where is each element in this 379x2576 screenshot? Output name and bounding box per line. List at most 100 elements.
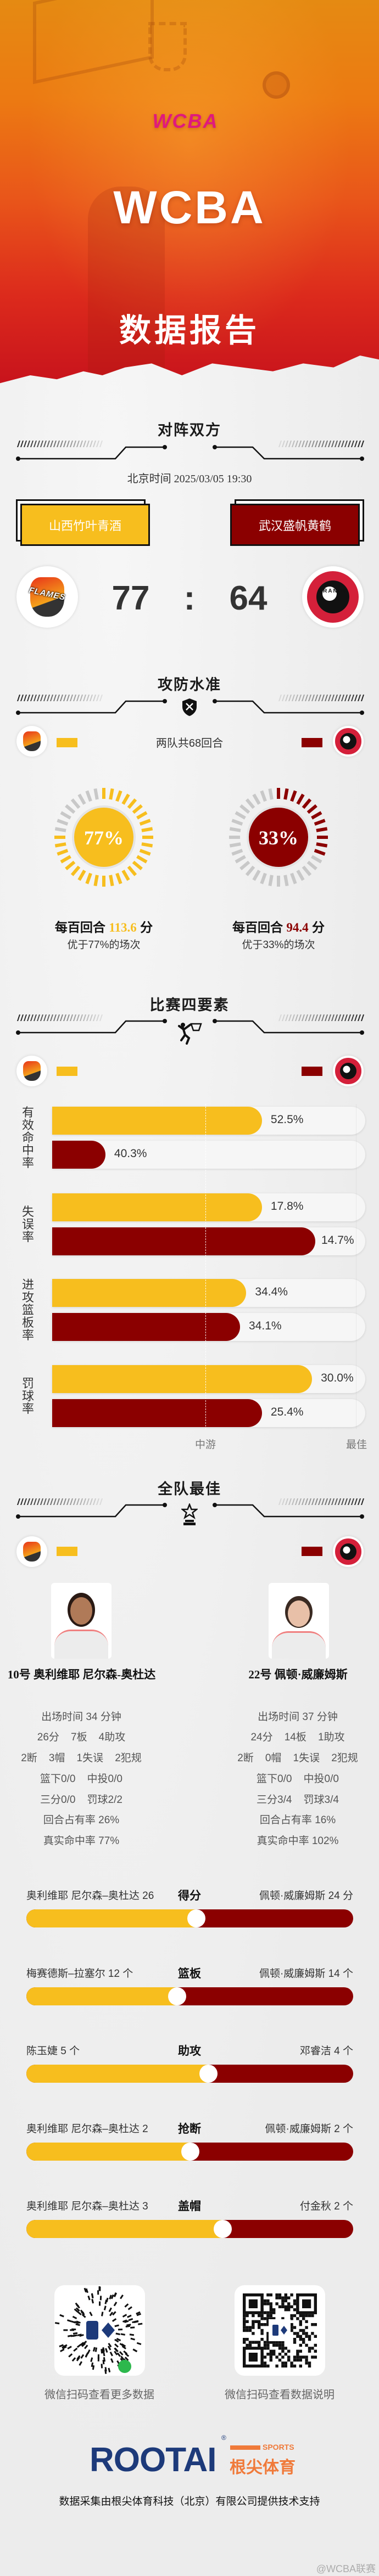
factor-bar-away [52, 1227, 315, 1255]
gauge-tick [290, 872, 297, 884]
home-rating-prefix: 每百回合 [54, 920, 105, 934]
gauge-tick [245, 798, 255, 809]
gauge-tick [231, 849, 243, 856]
home-player-stat: 回合占有率 26% [43, 1814, 120, 1826]
away-team-label: 武汉盛帆黄鹤 [230, 504, 360, 546]
qr-code-icon [243, 2293, 317, 2368]
away-rating-prefix: 每百回合 [232, 920, 283, 934]
gauge-tick [302, 798, 312, 809]
factor-track: 52.5% [52, 1107, 365, 1135]
registered-mark: ® [221, 2434, 226, 2442]
gauge-tick [132, 860, 143, 871]
leader-stat-label: 得分 [178, 1890, 201, 1902]
leader-away: 佩顿·威廉姆斯 2 个 [265, 2123, 353, 2135]
player-silhouette [88, 187, 165, 384]
gauge-tick [296, 870, 305, 881]
mid-reference-line [205, 1104, 207, 1429]
gauge-tick [109, 788, 114, 800]
factor-value-home: 52.5% [270, 1113, 304, 1126]
factor-track: 17.8% [52, 1193, 365, 1221]
away-legend-swatch [302, 738, 322, 747]
gauge-tick [109, 875, 114, 887]
factor-bar-home [52, 1365, 313, 1393]
leader-home-share [26, 1987, 177, 2005]
leader-away: 付金秋 2 个 [299, 2201, 353, 2212]
leader-away: 邓睿洁 4 个 [299, 2045, 353, 2057]
hoop-net-illustration [148, 22, 187, 71]
leader-home-share [26, 2065, 208, 2083]
ball-illustration [263, 71, 290, 99]
gauge-tick [290, 790, 297, 802]
away-legend-logo [333, 1056, 364, 1086]
possessions-text: 两队共68回合 [155, 737, 224, 749]
away-player-stat: 真实命中率 102% [257, 1835, 339, 1847]
section-divider [16, 695, 364, 715]
factor-bar-away [52, 1141, 105, 1169]
gauge-tick [93, 875, 99, 887]
gauge-tick [139, 819, 151, 826]
gauge-tick [54, 827, 66, 832]
flames-emblem [30, 577, 65, 617]
gauge-tick [121, 793, 130, 805]
hero-banner: WCBA WCBA 数据报告 [0, 0, 379, 384]
gauge-tick [65, 804, 76, 814]
gauge-tick [57, 849, 69, 856]
factor-label: 有效命中率 [20, 1106, 34, 1169]
away-player-stat: 24分 14板 1助攻 [250, 1732, 345, 1743]
gauge-tick [311, 811, 322, 820]
hero-title: WCBA [113, 182, 266, 233]
hero-subtitle: 数据报告 [119, 313, 260, 348]
away-player-stat: 回合占有率 16% [259, 1814, 336, 1826]
factor-bar-away [52, 1313, 240, 1341]
home-percentile-label: 77% [84, 827, 124, 849]
gauge-tick [245, 865, 255, 876]
home-player-stat: 出场时间 34 分钟 [41, 1711, 121, 1723]
factor-bar-home [52, 1107, 262, 1135]
gauge-tick [139, 849, 151, 856]
section-divider [16, 1498, 364, 1519]
four-factors-title: 比赛四要素 [149, 997, 230, 1013]
factor-track: 40.3% [52, 1141, 365, 1169]
gauge-tick [85, 790, 92, 802]
home-legend-logo [16, 1056, 47, 1086]
away-team-logo: CRANES WUHAN [302, 566, 364, 628]
leader-away: 佩顿·威廉姆斯 14 个 [259, 1968, 353, 1980]
home-percentile-gauge [54, 788, 153, 887]
basketball-dunk-icon [178, 1023, 202, 1045]
qr-code[interactable] [235, 2285, 325, 2376]
mini-program-qr-icon [54, 2286, 143, 2374]
gauge-tick [57, 819, 69, 826]
brand-bar [230, 2445, 260, 2450]
leader-home: 陈玉婕 5 个 [26, 2045, 80, 2057]
factor-value-away: 40.3% [114, 1147, 147, 1160]
leader-home: 奥利维耶 尼尔森–奥杜达 2 [26, 2123, 148, 2135]
hero-glow [0, 0, 379, 384]
star-trophy-icon [181, 1503, 198, 1525]
leader-away: 佩顿·威廉姆斯 24 分 [259, 1890, 353, 1902]
gauge-tick [296, 793, 305, 805]
factor-value-home: 34.4% [255, 1286, 288, 1298]
efficiency-title: 攻防水准 [158, 677, 221, 693]
leader-home-share [26, 2220, 222, 2238]
away-legend-logo [333, 726, 364, 757]
gauge-tick [115, 872, 122, 884]
gauge-tick [268, 875, 274, 887]
home-player-stat: 三分0/0 罚球2/2 [40, 1794, 122, 1806]
gauge-tick [235, 855, 246, 864]
factor-track: 14.7% [52, 1227, 365, 1255]
factor-bar-home [52, 1193, 262, 1221]
home-rating-note: 优于77%的场次 [67, 939, 141, 951]
gauge-core [74, 808, 133, 867]
mini-program-code[interactable] [54, 2285, 145, 2376]
gauge-tick [316, 827, 328, 832]
gauge-tick [306, 860, 317, 871]
away-legend-swatch [302, 1547, 322, 1556]
away-legend-swatch [302, 1067, 322, 1076]
factor-track: 34.4% [52, 1279, 365, 1307]
leader-home: 梅赛德斯–拉塞尔 12 个 [26, 1968, 133, 1980]
home-legend-swatch [57, 1067, 77, 1076]
leader-compare-bar [26, 2065, 353, 2083]
home-player-stat: 真实命中率 77% [43, 1835, 120, 1847]
gauge-tick [268, 788, 274, 800]
